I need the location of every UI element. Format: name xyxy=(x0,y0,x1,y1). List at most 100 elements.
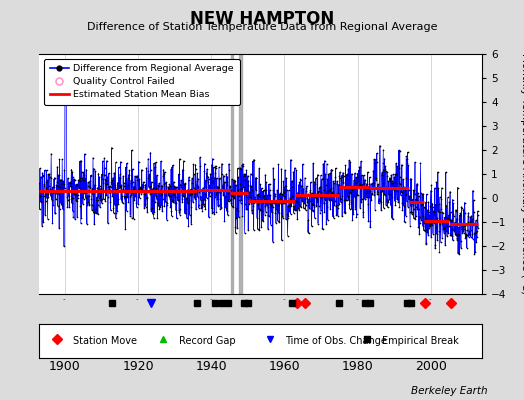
Point xyxy=(374,191,383,198)
Point xyxy=(73,195,82,202)
Point xyxy=(169,199,178,205)
Point xyxy=(423,227,431,234)
Point xyxy=(453,184,462,191)
Point xyxy=(215,176,223,182)
Point xyxy=(238,185,246,192)
Point xyxy=(43,195,51,201)
Point xyxy=(162,179,170,185)
Point xyxy=(343,196,351,203)
Point xyxy=(219,192,227,198)
Point xyxy=(220,179,228,185)
Point xyxy=(237,166,245,172)
Point xyxy=(226,192,235,198)
Point xyxy=(323,176,332,182)
Point xyxy=(242,192,250,198)
Point xyxy=(115,174,124,181)
Point xyxy=(51,210,59,216)
Point xyxy=(293,199,301,206)
Point xyxy=(417,202,425,208)
Point xyxy=(179,166,187,173)
Point xyxy=(282,198,291,204)
Text: 2000: 2000 xyxy=(415,360,447,374)
Point xyxy=(39,219,48,226)
Point xyxy=(176,182,184,188)
Point xyxy=(98,196,106,202)
Point xyxy=(284,213,292,219)
Point xyxy=(312,175,320,182)
Point xyxy=(282,175,290,181)
Point xyxy=(171,184,180,190)
Point xyxy=(128,215,136,222)
Point xyxy=(351,205,359,212)
Point xyxy=(296,194,304,200)
Point xyxy=(348,170,356,177)
Point xyxy=(139,179,147,186)
Point xyxy=(157,192,165,198)
Point xyxy=(100,155,108,161)
Point xyxy=(204,188,212,194)
Point xyxy=(194,187,202,193)
Point xyxy=(228,191,237,198)
Point xyxy=(173,194,182,200)
Point xyxy=(268,202,276,208)
Point xyxy=(340,196,348,203)
Point xyxy=(346,190,355,196)
Point xyxy=(368,190,376,196)
Point xyxy=(94,170,103,177)
Point xyxy=(41,191,50,197)
Point xyxy=(107,144,116,151)
Point xyxy=(223,174,232,180)
Point xyxy=(438,208,446,215)
Point xyxy=(319,226,327,232)
Point xyxy=(177,182,185,188)
Point xyxy=(155,206,163,212)
Point xyxy=(57,200,65,206)
Point xyxy=(122,164,130,170)
Point xyxy=(74,177,83,184)
Point xyxy=(51,196,60,202)
Point xyxy=(381,165,390,172)
Point xyxy=(119,188,128,194)
Point xyxy=(230,179,238,185)
Point xyxy=(263,202,271,208)
Point xyxy=(88,207,96,213)
Point xyxy=(405,193,413,200)
Point xyxy=(164,184,172,190)
Point xyxy=(384,178,392,184)
Point xyxy=(395,164,403,171)
Point xyxy=(126,193,135,200)
Point xyxy=(148,210,157,217)
Point xyxy=(228,176,236,182)
Point xyxy=(279,214,287,221)
Point xyxy=(176,206,184,212)
Point xyxy=(430,212,439,219)
Point xyxy=(67,183,75,190)
Point xyxy=(242,206,250,213)
Point xyxy=(281,183,290,189)
Point xyxy=(42,184,50,191)
Point xyxy=(234,186,242,193)
Point xyxy=(219,183,227,189)
Point xyxy=(191,196,199,202)
Point xyxy=(118,193,126,200)
Point xyxy=(255,193,263,200)
Point xyxy=(362,190,370,196)
Point xyxy=(177,177,185,183)
Point xyxy=(256,181,265,188)
Point xyxy=(206,171,214,177)
Point xyxy=(431,242,440,248)
Point xyxy=(409,187,418,194)
Point xyxy=(113,188,121,194)
Point xyxy=(238,161,247,167)
Point xyxy=(275,210,283,216)
Point xyxy=(302,202,310,208)
Point xyxy=(372,156,380,162)
Point xyxy=(129,179,137,185)
Point xyxy=(46,190,54,196)
Point xyxy=(470,209,478,215)
Point xyxy=(240,171,248,177)
Point xyxy=(36,206,44,212)
Point xyxy=(345,157,353,164)
Point xyxy=(437,196,445,202)
Point xyxy=(86,172,95,178)
